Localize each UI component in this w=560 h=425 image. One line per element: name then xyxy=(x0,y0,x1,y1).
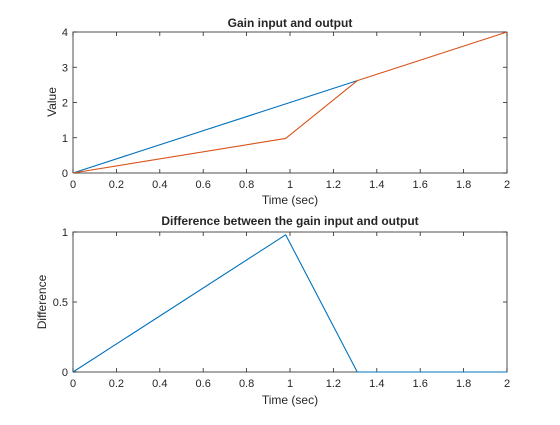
subplot-top-xtick-label: 1.2 xyxy=(326,179,341,191)
subplot-bottom-xtick-label: 0.8 xyxy=(239,378,254,390)
subplot-bottom-axes: 0 0.2 0.4 0.6 0.8 1 1.2 1.4 1.6 1.8 2 0 0.5 1 xyxy=(53,227,510,390)
subplot-bottom-ylabel: Difference xyxy=(35,274,49,329)
subplot-top-xtick-label: 2 xyxy=(504,179,510,191)
subplot-bottom-ytick-label: 1 xyxy=(62,227,68,239)
subplot-bottom-ytick-label: 0.5 xyxy=(53,297,68,309)
subplot-top-series-1-line xyxy=(72,80,358,174)
subplot-top-ytick-label: 4 xyxy=(62,27,68,39)
subplot-bottom-xtick-label: 1.8 xyxy=(456,378,471,390)
subplot-bottom-title: Difference between the gain input and ou… xyxy=(161,214,418,228)
subplot-bottom-ytick-label: 0 xyxy=(62,367,68,379)
subplot-top-xtick-label: 1.4 xyxy=(369,179,384,191)
subplot-top-xtick-label: 0 xyxy=(70,179,76,191)
subplot-bottom-xtick-label: 1 xyxy=(287,378,293,390)
subplot-top-xtick-label: 0.4 xyxy=(152,179,167,191)
subplot-bottom-xtick-label: 0 xyxy=(70,378,76,390)
subplot-top-ytick-label: 1 xyxy=(62,133,68,145)
subplot-bottom-xtick-label: 1.2 xyxy=(326,378,341,390)
subplot-top-ylabel: Value xyxy=(45,87,59,117)
subplot-top: Gain input and output Time (sec) Value 0… xyxy=(45,16,510,207)
subplot-top-series-2-line xyxy=(72,31,508,174)
subplot-top-xlabel: Time (sec) xyxy=(262,193,318,207)
subplot-top-xtick-label: 0.8 xyxy=(239,179,254,191)
subplot-top-title: Gain input and output xyxy=(228,16,353,30)
subplot-top-ytick-label: 0 xyxy=(62,168,68,180)
subplot-bottom-xtick-label: 2 xyxy=(504,378,510,390)
subplot-bottom-xtick-label: 0.6 xyxy=(196,378,211,390)
subplot-bottom-xtick-label: 1.4 xyxy=(369,378,384,390)
subplot-bottom-xlabel: Time (sec) xyxy=(262,393,318,407)
subplot-top-ytick-label: 3 xyxy=(62,62,68,74)
subplot-bottom: Difference between the gain input and ou… xyxy=(35,214,510,407)
subplot-bottom-axes-box xyxy=(72,231,508,373)
subplot-bottom-xtick-label: 0.2 xyxy=(109,378,124,390)
subplot-bottom-series-1-line xyxy=(72,234,507,373)
subplot-top-ytick-label: 2 xyxy=(62,98,68,110)
subplot-top-xtick-label: 0.2 xyxy=(109,179,124,191)
subplot-top-xtick-label: 1 xyxy=(287,179,293,191)
subplot-top-xtick-label: 1.6 xyxy=(413,179,428,191)
subplot-bottom-xtick-label: 0.4 xyxy=(152,378,167,390)
subplot-top-xtick-label: 1.8 xyxy=(456,179,471,191)
subplot-top-axes: 0 0.2 0.4 0.6 0.8 1 1.2 1.4 1.6 1.8 2 0 1 2 3 4 xyxy=(62,27,510,191)
subplot-bottom-xtick-label: 1.6 xyxy=(413,378,428,390)
subplot-top-xtick-label: 0.6 xyxy=(196,179,211,191)
